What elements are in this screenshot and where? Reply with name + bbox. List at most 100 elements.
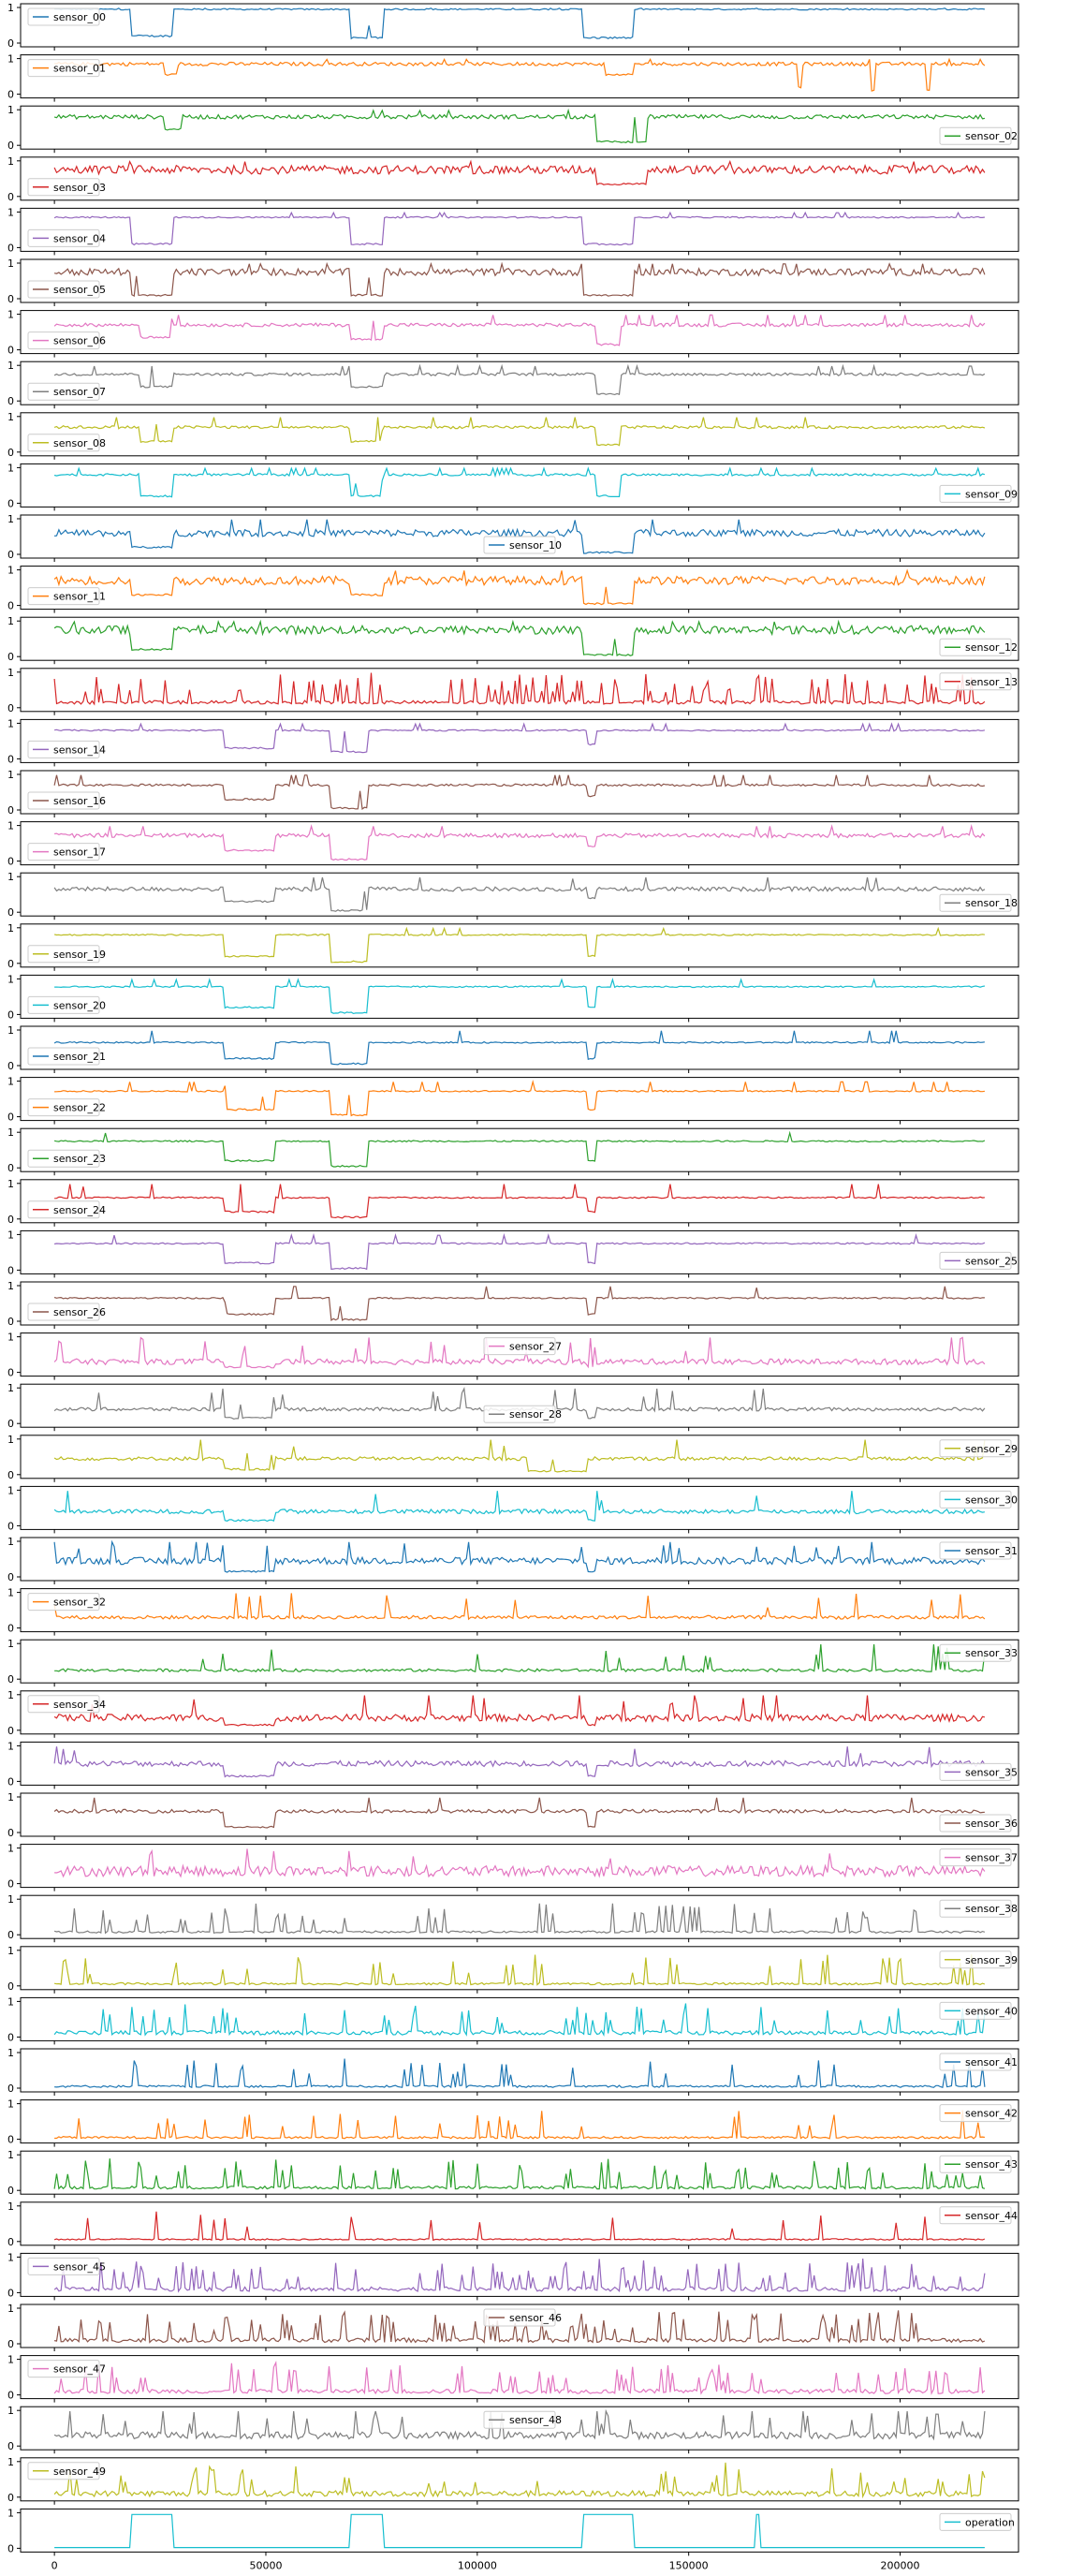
legend-label: sensor_06 bbox=[53, 335, 106, 347]
y-tick-label: 0 bbox=[7, 2031, 14, 2043]
legend-label: sensor_02 bbox=[965, 130, 1018, 142]
y-tick-label: 0 bbox=[7, 753, 14, 765]
series-line-sensor_02 bbox=[53, 108, 985, 143]
subplot-sensor_01: 0 1 sensor_01 bbox=[7, 53, 1019, 102]
legend-sensor_30: sensor_30 bbox=[939, 1490, 1018, 1509]
legend-box bbox=[939, 1762, 1012, 1781]
y-tick-label: 0 bbox=[7, 395, 14, 407]
y-tick-label: 1 bbox=[7, 1434, 14, 1446]
y-tick-label: 0 bbox=[7, 497, 14, 509]
y-tick-label: 1 bbox=[7, 2456, 14, 2468]
y-tick-label: 0 bbox=[7, 549, 14, 561]
legend-label: sensor_16 bbox=[53, 795, 106, 807]
subplot-sensor_47: 0 1 sensor_47 bbox=[7, 2354, 1019, 2403]
legend-box bbox=[939, 2206, 1012, 2225]
legend-box bbox=[27, 1149, 100, 1168]
legend-sensor_01: sensor_01 bbox=[27, 59, 106, 78]
legend-sensor_40: sensor_40 bbox=[939, 2001, 1018, 2020]
y-tick-label: 0 bbox=[7, 2287, 14, 2299]
subplot-sensor_03: 0 1 sensor_03 bbox=[7, 155, 1019, 204]
y-tick-label: 1 bbox=[7, 1178, 14, 1190]
series-line-sensor_48 bbox=[53, 2408, 986, 2441]
legend-sensor_38: sensor_38 bbox=[939, 1899, 1018, 1918]
subplot-sensor_43: 0 1 sensor_43 bbox=[7, 2149, 1019, 2199]
legend-label: sensor_30 bbox=[965, 1494, 1018, 1506]
subplot-sensor_13: 0 1 sensor_13 bbox=[7, 667, 1019, 715]
subplot-sensor_25: 0 1 sensor_25 bbox=[7, 1229, 1019, 1278]
axes-frame bbox=[20, 1077, 1019, 1122]
legend-box bbox=[939, 2053, 1012, 2071]
series-line-sensor_26 bbox=[53, 1286, 985, 1321]
legend-box bbox=[27, 1303, 100, 1321]
legend-label: sensor_40 bbox=[965, 2005, 1018, 2017]
y-tick-label: 0 bbox=[7, 1623, 14, 1635]
legend-label: sensor_32 bbox=[53, 1597, 106, 1609]
y-tick-label: 0 bbox=[7, 1980, 14, 1993]
axes-frame bbox=[20, 2406, 1019, 2451]
axes-frame bbox=[20, 258, 1019, 303]
y-tick-label: 1 bbox=[7, 1893, 14, 1906]
y-tick-label: 0 bbox=[7, 2185, 14, 2197]
series-line-sensor_22 bbox=[54, 1080, 985, 1117]
series-line-sensor_21 bbox=[53, 1030, 985, 1066]
y-tick-label: 1 bbox=[7, 1843, 14, 1855]
axes-frame bbox=[20, 1435, 1019, 1479]
y-tick-label: 1 bbox=[7, 922, 14, 935]
axes-frame bbox=[20, 2150, 1019, 2195]
subplot-sensor_38: 0 1 sensor_38 bbox=[7, 1893, 1019, 1943]
subplot-sensor_46: 0 1 sensor_46 bbox=[7, 2303, 1019, 2351]
legend-sensor_05: sensor_05 bbox=[27, 280, 106, 299]
y-tick-label: 0 bbox=[7, 651, 14, 663]
y-tick-label: 0 bbox=[7, 89, 14, 101]
legend-box bbox=[483, 2308, 556, 2327]
legend-label: sensor_29 bbox=[965, 1443, 1018, 1455]
y-tick-label: 1 bbox=[7, 2303, 14, 2315]
y-tick-label: 1 bbox=[7, 667, 14, 679]
legend-sensor_39: sensor_39 bbox=[939, 1950, 1018, 1969]
legend-label: sensor_31 bbox=[965, 1545, 1018, 1557]
legend-sensor_27: sensor_27 bbox=[483, 1337, 562, 1356]
y-tick-label: 0 bbox=[7, 1111, 14, 1124]
y-tick-label: 1 bbox=[7, 820, 14, 832]
legend-sensor_44: sensor_44 bbox=[939, 2206, 1018, 2225]
legend-label: sensor_47 bbox=[53, 2363, 106, 2376]
axes-frame bbox=[20, 1127, 1019, 1172]
subplot-sensor_31: 0 1 sensor_31 bbox=[7, 1536, 1019, 1584]
subplot-sensor_11: 0 1 sensor_11 bbox=[7, 565, 1019, 613]
axes-frame bbox=[20, 2508, 1019, 2553]
legend-box bbox=[27, 995, 100, 1014]
y-tick-label: 0 bbox=[7, 1316, 14, 1328]
subplot-sensor_05: 0 1 sensor_05 bbox=[7, 258, 1019, 306]
legend-box bbox=[27, 331, 100, 350]
legend-sensor_18: sensor_18 bbox=[939, 893, 1018, 912]
y-tick-label: 0 bbox=[7, 1878, 14, 1891]
legend-sensor_28: sensor_28 bbox=[483, 1405, 562, 1423]
y-tick-label: 0 bbox=[7, 2492, 14, 2504]
y-tick-label: 0 bbox=[7, 1827, 14, 1839]
series-line-sensor_38 bbox=[53, 1903, 986, 1935]
legend-label: sensor_14 bbox=[53, 743, 106, 756]
x-tick-label: 150000 bbox=[669, 2559, 709, 2571]
axes-frame bbox=[20, 2201, 1019, 2246]
series-line-sensor_04 bbox=[53, 211, 985, 246]
legend-box bbox=[939, 126, 1012, 145]
y-tick-label: 0 bbox=[7, 293, 14, 305]
subplot-sensor_30: 0 1 sensor_30 bbox=[7, 1484, 1019, 1534]
legend-sensor_12: sensor_12 bbox=[939, 638, 1018, 656]
axes-frame bbox=[20, 718, 1019, 763]
legend-box bbox=[27, 740, 100, 758]
subplot-sensor_24: 0 1 sensor_24 bbox=[7, 1178, 1019, 1227]
y-tick-label: 1 bbox=[7, 2405, 14, 2417]
y-tick-label: 0 bbox=[7, 2083, 14, 2095]
legend-sensor_34: sensor_34 bbox=[27, 1695, 106, 1714]
y-tick-label: 0 bbox=[7, 345, 14, 357]
axes-frame bbox=[20, 1996, 1019, 2041]
subplot-sensor_14: 0 1 sensor_14 bbox=[7, 717, 1019, 767]
subplot-sensor_33: 0 1 sensor_33 bbox=[7, 1638, 1019, 1687]
legend-sensor_09: sensor_09 bbox=[939, 484, 1018, 503]
y-tick-label: 1 bbox=[7, 1126, 14, 1139]
legend-sensor_42: sensor_42 bbox=[939, 2104, 1018, 2123]
subplot-sensor_48: 0 1 sensor_48 bbox=[7, 2405, 1019, 2454]
legend-box bbox=[483, 2410, 556, 2429]
legend-box bbox=[27, 1098, 100, 1117]
